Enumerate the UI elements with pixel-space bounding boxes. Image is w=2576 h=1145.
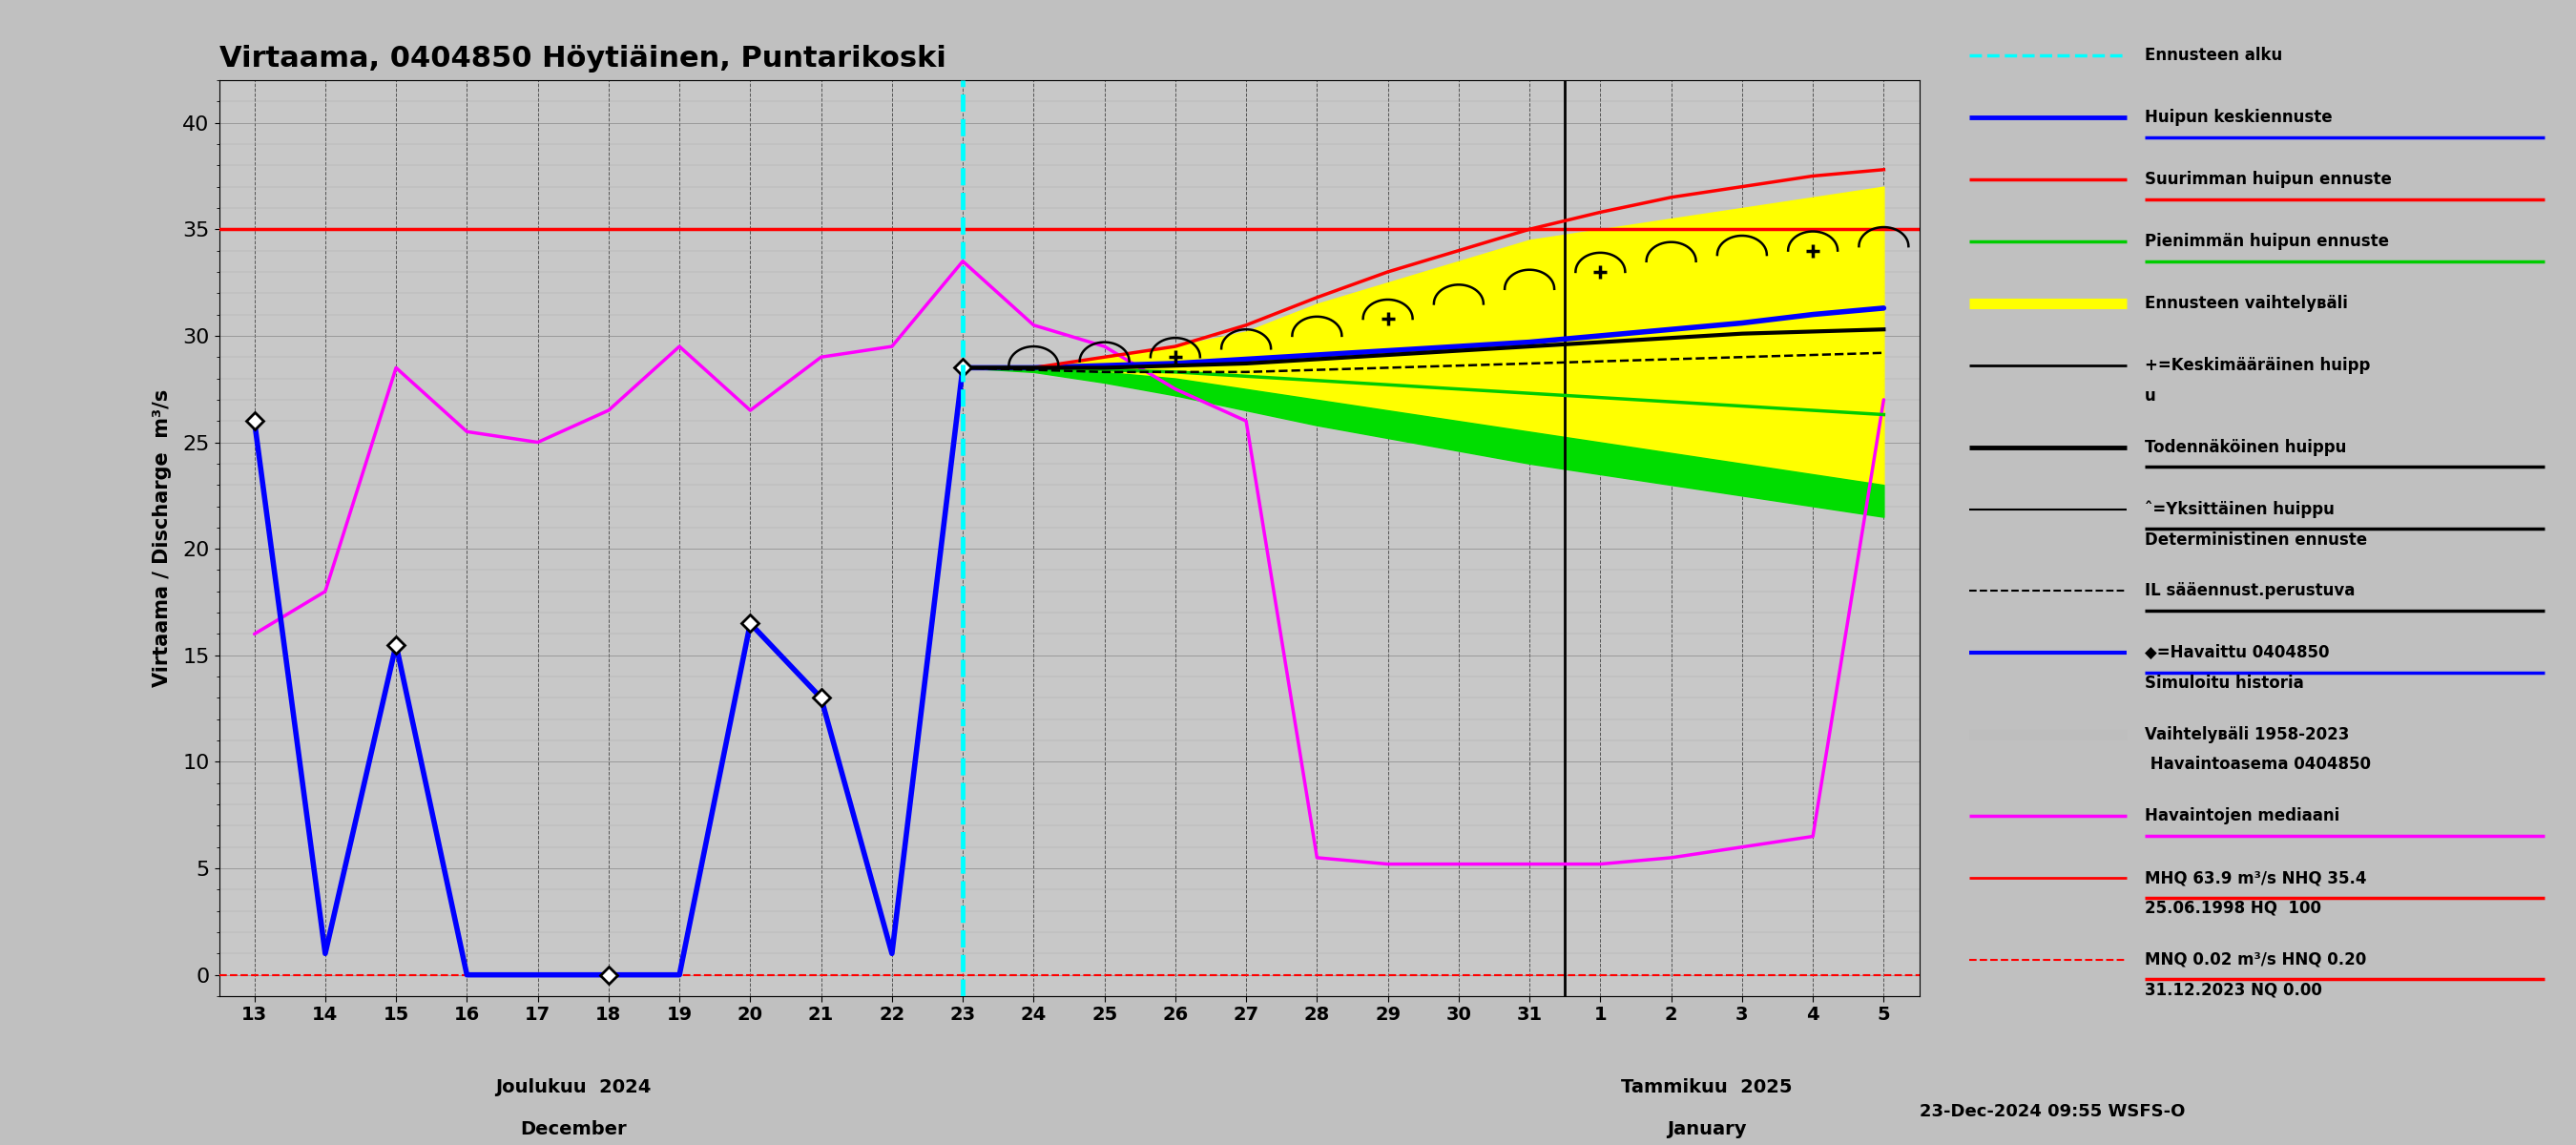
Text: Ennusteen alku: Ennusteen alku (2146, 47, 2282, 64)
Text: IL sääennust.perustuva: IL sääennust.perustuva (2146, 582, 2354, 599)
Text: Pienimmän huipun ennuste: Pienimmän huipun ennuste (2146, 232, 2388, 250)
Text: January: January (1667, 1120, 1747, 1138)
Text: 25.06.1998 HQ  100: 25.06.1998 HQ 100 (2146, 900, 2321, 917)
Text: Havaintojen mediaani: Havaintojen mediaani (2146, 807, 2339, 824)
Text: Deterministinen ennuste: Deterministinen ennuste (2146, 531, 2367, 548)
Text: Simuloitu historia: Simuloitu historia (2146, 674, 2303, 692)
Text: Joulukuu  2024: Joulukuu 2024 (495, 1079, 652, 1097)
Text: Suurimman huipun ennuste: Suurimman huipun ennuste (2146, 171, 2391, 188)
Text: MNQ 0.02 m³/s HNQ 0.20: MNQ 0.02 m³/s HNQ 0.20 (2146, 950, 2367, 968)
Text: ˆ=Yksittäinen huippu: ˆ=Yksittäinen huippu (2146, 500, 2334, 518)
Text: Huipun keskiennuste: Huipun keskiennuste (2146, 109, 2331, 126)
Text: +​=Keskimääräinen huipp: +​=Keskimääräinen huipp (2146, 357, 2370, 374)
Text: Vaihtelувäli 1958-2023: Vaihtelувäli 1958-2023 (2146, 726, 2349, 743)
Text: 31.12.2023 NQ 0.00: 31.12.2023 NQ 0.00 (2146, 981, 2321, 998)
Text: Virtaama, 0404850 Höytiäinen, Puntarikoski: Virtaama, 0404850 Höytiäinen, Puntarikos… (219, 45, 945, 72)
Text: Havaintoasema 0404850: Havaintoasema 0404850 (2146, 756, 2370, 773)
Text: December: December (520, 1120, 626, 1138)
Text: ◆=Havaittu 0404850: ◆=Havaittu 0404850 (2146, 645, 2329, 662)
Text: Ennusteen vaihtelувäli: Ennusteen vaihtelувäli (2146, 295, 2347, 313)
Text: Tammikuu  2025: Tammikuu 2025 (1620, 1079, 1793, 1097)
Text: u: u (2146, 387, 2156, 404)
Text: MHQ 63.9 m³/s NHQ 35.4: MHQ 63.9 m³/s NHQ 35.4 (2146, 869, 2367, 886)
Text: Todennäköinen huippu: Todennäköinen huippu (2146, 439, 2347, 456)
Text: 23-Dec-2024 09:55 WSFS-O: 23-Dec-2024 09:55 WSFS-O (1919, 1103, 2184, 1120)
Y-axis label: Virtaama / Discharge  m³/s: Virtaama / Discharge m³/s (152, 389, 173, 687)
